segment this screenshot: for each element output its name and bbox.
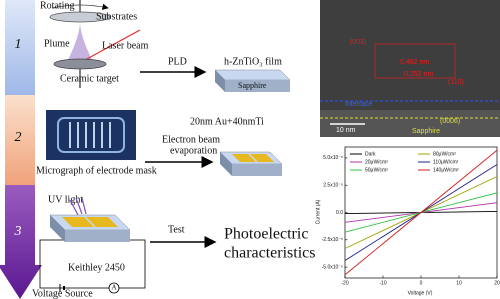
label: Test <box>168 224 185 235</box>
label: 10 nm <box>336 127 356 134</box>
caption: Micrograph of electrode mask <box>36 165 157 176</box>
label: Sapphire <box>412 128 440 135</box>
label: PLD <box>168 56 187 67</box>
y-tick-label: -2.5x10⁻⁵ <box>322 237 343 243</box>
x-tick-label: 0 <box>420 280 423 286</box>
label: Keithley 2450 <box>68 262 125 273</box>
y-tick-label: 2.5x10⁻⁵ <box>323 183 343 189</box>
label: (003) <box>350 39 366 46</box>
device <box>220 152 232 176</box>
label: 20nm Au+40nmTi <box>190 116 264 127</box>
step-band <box>0 185 42 299</box>
label: (0006) <box>440 118 460 125</box>
label: Sapphire <box>238 81 267 90</box>
label: Substrates <box>96 11 137 22</box>
plume <box>68 22 92 60</box>
electrode <box>62 217 94 227</box>
label: 0.462 nm <box>400 59 429 66</box>
label: evaporation <box>170 145 217 156</box>
label: (110) <box>448 79 464 86</box>
legend-label: Dark <box>365 151 376 157</box>
legend-label: 110μW/cm² <box>433 159 459 165</box>
x-tick-label: 20 <box>494 280 500 286</box>
electrode <box>86 217 118 227</box>
step-number: 2 <box>15 130 22 145</box>
electrode <box>232 154 256 162</box>
target <box>53 58 107 70</box>
label: characteristics <box>224 245 316 262</box>
label: h-ZnTiO₃ film <box>224 56 282 67</box>
device <box>232 164 282 176</box>
series-line <box>344 149 498 276</box>
substrate <box>215 70 225 92</box>
label: Rotating <box>40 0 74 11</box>
label: Voltage Source <box>32 288 93 299</box>
film <box>214 69 291 81</box>
legend-label: 80μW/cm² <box>433 151 456 157</box>
device <box>65 230 130 242</box>
x-tick-label: 10 <box>456 280 462 286</box>
x-tick-label: -10 <box>379 280 386 286</box>
substrate <box>225 80 290 92</box>
legend-label: 20μW/cm² <box>365 159 388 165</box>
x-axis-label: Voltage (V) <box>408 290 433 296</box>
laser <box>84 29 141 61</box>
label: Photoelectric <box>224 226 308 243</box>
label: UV light <box>48 194 83 205</box>
step-number: 3 <box>14 224 22 239</box>
step-number: 1 <box>15 37 22 52</box>
legend-label: 140μW/cm² <box>433 167 459 173</box>
x-tick-label: -20 <box>341 280 348 286</box>
uv-ray <box>69 197 87 216</box>
step-band <box>5 95 35 185</box>
y-axis-label: Current (A) <box>315 199 321 224</box>
y-tick-label: 5.0x10⁻⁵ <box>323 155 343 161</box>
step-band <box>5 0 35 95</box>
micrograph <box>57 117 125 153</box>
legend-label: 50μW/cm² <box>365 167 388 173</box>
label: A <box>111 284 116 292</box>
label: Ceramic target <box>60 73 119 84</box>
tem-box <box>374 43 456 79</box>
label: Laser beam <box>102 40 149 51</box>
label: 0.252 nm <box>404 71 433 78</box>
device <box>50 215 65 242</box>
label: Interface <box>345 101 372 108</box>
ammeter <box>108 282 120 294</box>
y-tick-label: 0.0 <box>336 210 343 216</box>
y-tick-label: -5.0x10⁻⁵ <box>322 264 343 270</box>
label: Plume <box>44 38 70 49</box>
micrograph <box>69 122 111 148</box>
label: Electron beam <box>162 134 220 145</box>
electrode <box>250 154 274 162</box>
